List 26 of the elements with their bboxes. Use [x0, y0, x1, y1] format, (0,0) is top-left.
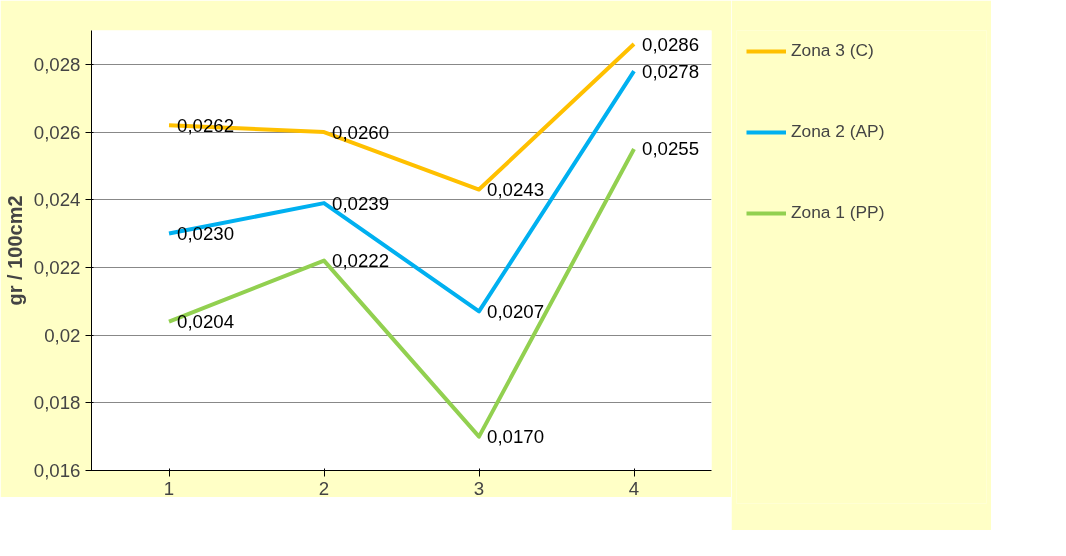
y-tick-label: 0,022	[33, 256, 81, 278]
data-label: 0,0230	[177, 223, 235, 245]
data-label: 0,0255	[642, 138, 700, 160]
y-tick-label: 0,024	[33, 189, 81, 211]
x-tick-label: 3	[473, 477, 485, 499]
y-tick-label: 0,018	[33, 392, 81, 414]
y-tick-label: 0,016	[33, 460, 81, 481]
data-label: 0,0204	[177, 311, 235, 333]
data-label: 0,0170	[487, 426, 545, 448]
data-label: 0,0278	[642, 60, 700, 82]
data-label: 0,0222	[332, 250, 390, 272]
data-label: 0,0207	[487, 300, 545, 322]
x-tick-label: 1	[163, 477, 175, 499]
data-label: 0,0243	[487, 179, 545, 201]
y-axis-title: gr / 100cm2	[3, 195, 26, 306]
y-tick-label: 0,02	[44, 324, 81, 346]
x-tick-label: 2	[318, 477, 330, 499]
data-label: 0,0286	[642, 33, 700, 55]
legend-label: Zona 2 (AP)	[791, 121, 885, 142]
x-tick-label: 4	[628, 477, 640, 499]
legend-label: Zona 3 (C)	[791, 40, 874, 61]
data-label: 0,0260	[332, 121, 390, 143]
legend-label: Zona 1 (PP)	[791, 202, 885, 223]
data-label: 0,0239	[332, 192, 390, 214]
y-tick-label: 0,026	[33, 121, 81, 143]
y-tick-label: 0,028	[33, 53, 81, 75]
